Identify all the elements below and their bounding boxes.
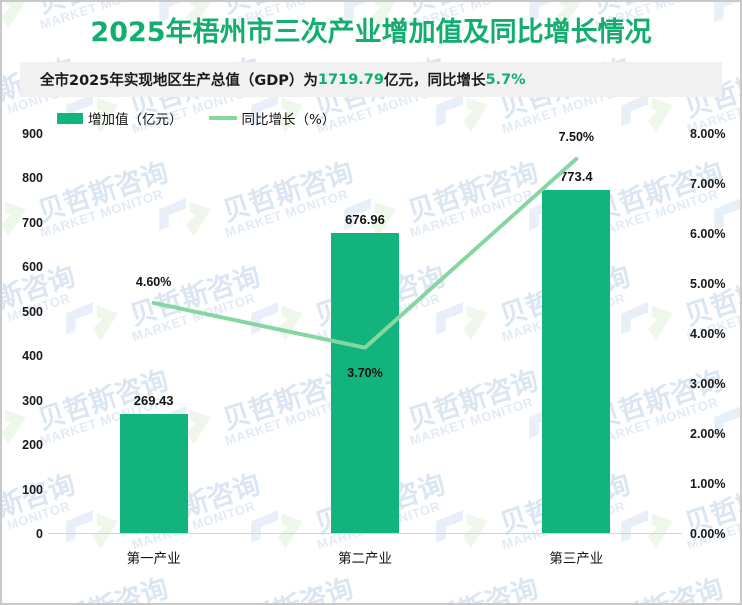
legend-item-0[interactable]: 增加值（亿元） [57,108,183,128]
y-axis-left-tick: 800 [22,171,43,186]
y-axis-left-tick: 300 [22,393,43,408]
chart-legend: 增加值（亿元） 同比增长（%） [57,108,740,128]
x-axis-tick-label: 第一产业 [126,551,181,567]
watermark-text-cn: 贝哲斯咨询 [587,566,727,603]
growth-rate-line [151,156,579,350]
y-axis-left-tick: 100 [22,482,43,497]
y-axis-left-tick: 900 [22,127,43,141]
page-title: 2025年梧州市三次产业增加值及同比增长情况 [90,17,652,48]
y-axis-left-tick: 200 [22,438,43,453]
legend-label: 增加值（亿元） [88,112,183,128]
watermark-text-en: MARKET MONITOR [593,602,720,603]
subtitle-segment-0: 全市2025年实现地区生产总值（GDP）为 [40,73,318,89]
y-axis-left-tick: 700 [22,215,43,230]
plot-area: 269.43 676.96 773.4 4.60% 3.70% 7.50% [48,130,682,534]
legend-label: 同比增长（%） [241,112,336,128]
y-axis-right-tick: 3.00% [690,377,726,391]
line-value-label: 3.70% [347,366,383,380]
subtitle-segment-3: 5.7% [485,71,526,88]
y-axis-right-tick: 7.00% [690,177,726,191]
line-value-label: 4.60% [135,275,172,289]
bar-value-label: 269.43 [133,393,174,409]
x-axis-tick-label: 第三产业 [549,551,604,567]
watermark-text-en: MARKET MONITOR [408,602,535,603]
y-axis-right-tick: 6.00% [690,227,726,241]
y-axis-right-tick: 1.00% [690,477,726,491]
y-axis-right-tick: 8.00% [690,127,726,141]
bar-group: 269.43 676.96 773.4 [48,134,682,534]
x-axis-line [48,532,682,534]
y-axis-left-tick: 400 [22,349,43,364]
x-axis-tick-label: 第二产业 [337,551,392,567]
line-series [151,156,579,350]
subtitle-segment-2: 亿元，同比增长 [383,73,486,89]
y-axis-right-tick: 2.00% [690,427,726,441]
watermark-text-cn: 贝哲斯咨询 [217,566,357,603]
watermark-text-en: MARKET MONITOR [38,602,165,603]
subtitle-banner: 全市2025年实现地区生产总值（GDP）为 1719.79 亿元，同比增长 5.7% [20,62,722,97]
y-axis-left-tick: 500 [22,304,43,319]
y-axis-right-tick: 4.00% [690,327,726,341]
bar-slot: 676.96 [259,134,470,534]
y-axis-left-tick: 600 [22,260,43,275]
y-axis-right-tick: 5.00% [690,277,726,291]
y-axis-right: 0.00% 1.00% 2.00% 3.00% 4.00% 5.00% 6.00% 7.00%… [682,127,740,541]
bar-slot: 773.4 [471,134,682,534]
legend-line-swatch-icon [208,116,237,120]
chart-header: 2025年梧州市三次产业增加值及同比增长情况 全市2025年实现地区生产总值（G… [2,2,740,128]
bar-value-label: 773.4 [560,169,593,185]
watermark-text-cn: 贝哲斯咨询 [32,566,172,603]
bar[interactable] [542,190,611,534]
line-value-label: 7.50% [558,130,595,144]
watermark-text-en: MARKET MONITOR [223,602,350,603]
watermark-text-cn: 贝哲斯咨询 [402,566,542,603]
legend-bar-swatch-icon [57,112,83,124]
x-axis: 第一产业 第二产业 第三产业 [48,534,682,567]
legend-item-1[interactable]: 同比增长（%） [208,108,336,128]
y-axis-left: 0 100 200 300 400 500 600 700 800 900 [2,127,48,541]
y-axis-right-tick: 0.00% [690,527,726,541]
plot-wrapper: 0 100 200 300 400 500 600 700 800 900 0.00% 1.00% 2… [2,127,740,567]
subtitle-segment-1: 1719.79 [317,71,384,88]
bar-slot: 269.43 [48,134,259,534]
bar[interactable] [330,233,399,534]
y-axis-left-tick: 0 [36,527,43,541]
